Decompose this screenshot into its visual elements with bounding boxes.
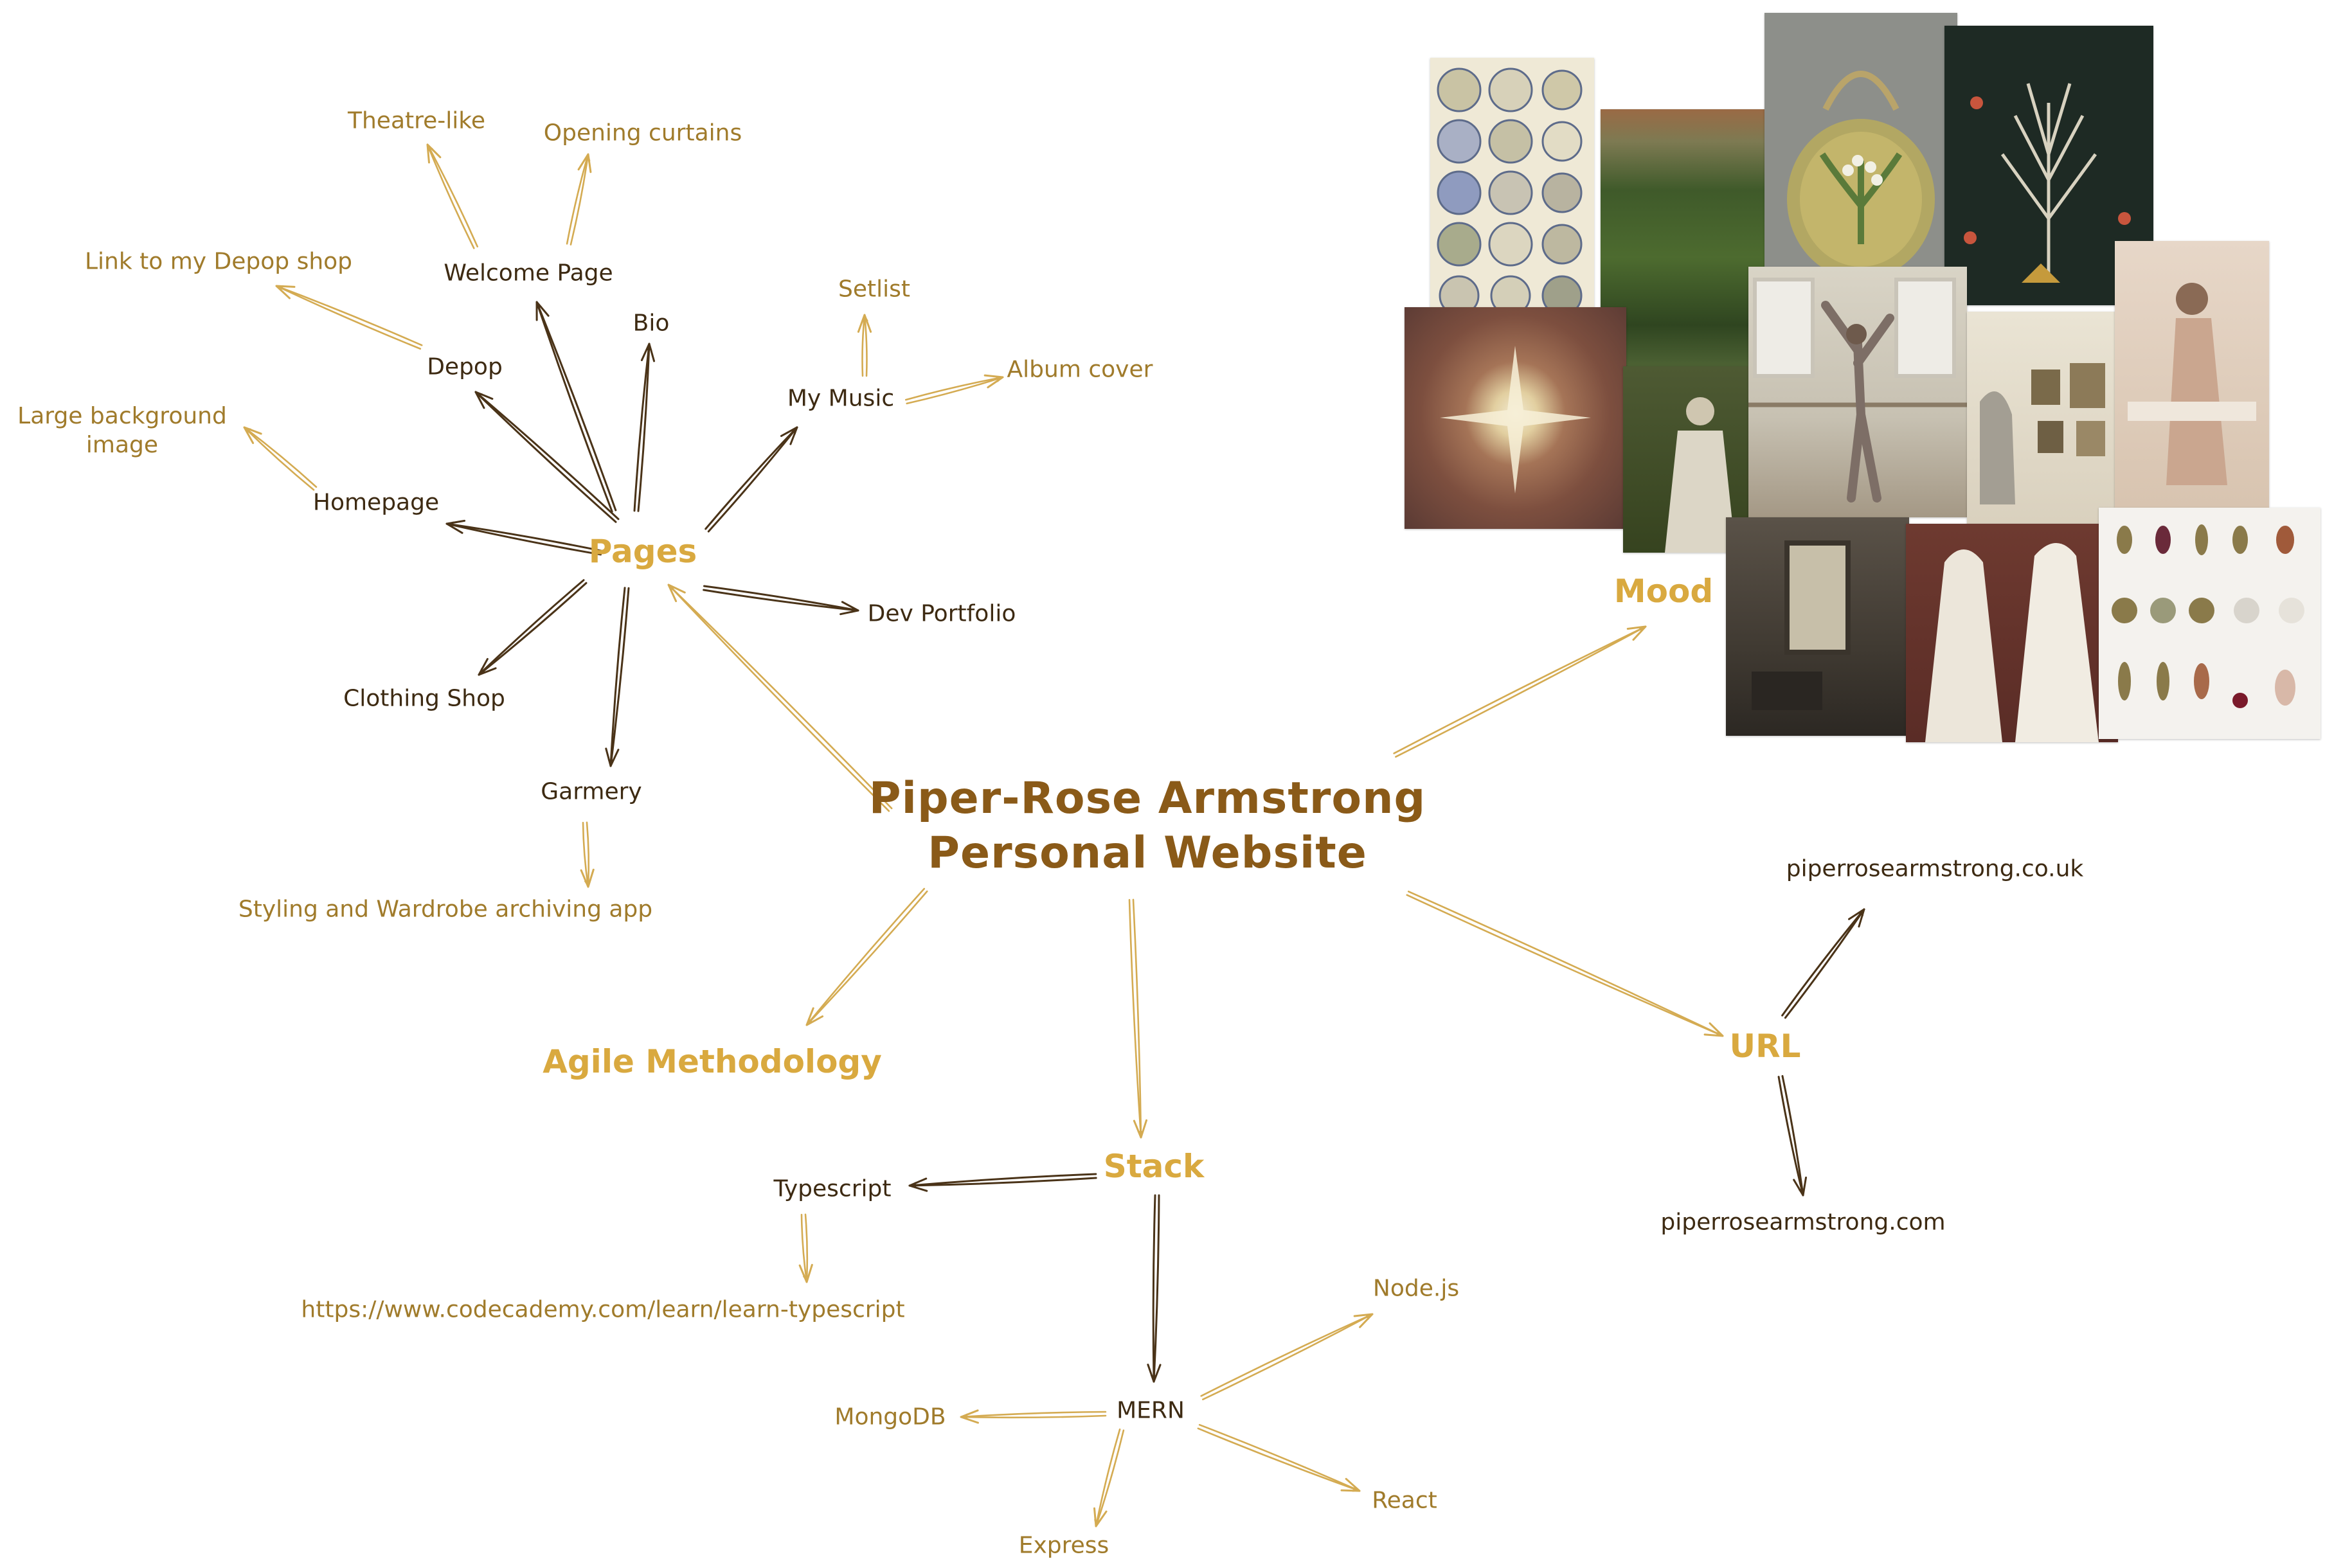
node-mongodb: MongoDB (834, 1403, 946, 1430)
edge-pages-to-music (705, 426, 798, 533)
title-line-2: Personal Website (928, 828, 1367, 878)
edge-welcome-to-curtains (566, 153, 592, 245)
node-album-cover: Album cover (1007, 356, 1153, 383)
node-setlist: Setlist (838, 276, 910, 303)
edge-pages-to-depop (474, 391, 620, 523)
edge-music-to-setlist (857, 314, 872, 377)
arrow-connectors (243, 143, 1865, 1528)
edge-depop-to-link (275, 285, 423, 350)
node-codecademy-link: https://www.codecademy.com/learn/learn-t… (301, 1296, 905, 1323)
edge-homepage-to-bg (243, 426, 318, 491)
node-my-music: My Music (787, 385, 895, 412)
edge-stack-to-typescript (908, 1173, 1097, 1192)
edge-mern-to-node (1200, 1313, 1374, 1400)
edge-mern-to-express (1093, 1428, 1125, 1528)
edge-pages-to-garmery (605, 587, 630, 767)
node-styling-app: Styling and Wardrobe archiving app (238, 896, 653, 923)
title-line-1: Piper-Rose Armstrong (868, 773, 1426, 824)
node-depop-link: Link to my Depop shop (84, 248, 353, 275)
edge-title-to-agile (805, 887, 928, 1026)
edge-pages-to-bio (633, 343, 656, 512)
edge-stack-to-mern (1147, 1194, 1162, 1383)
edge-url-to-com (1777, 1074, 1808, 1197)
node-bio: Bio (633, 310, 670, 337)
node-theatre-like: Theatre-like (348, 107, 485, 134)
edge-pages-to-dev (703, 585, 859, 616)
node-opening-curtains: Opening curtains (543, 120, 742, 147)
edge-mern-to-react (1197, 1423, 1361, 1492)
node-mood: Mood (1613, 572, 1714, 610)
node-express: Express (1018, 1532, 1109, 1559)
edge-mern-to-mongo (960, 1409, 1107, 1424)
edge-garmery-to-styling (580, 821, 595, 888)
node-pages: Pages (588, 532, 697, 570)
node-homepage: Homepage (312, 489, 440, 516)
edge-title-to-mood (1393, 625, 1647, 758)
edge-welcome-to-theatre (426, 143, 479, 249)
node-clothing-shop: Clothing Shop (343, 685, 505, 712)
edge-pages-to-clothing (478, 579, 588, 676)
node-mern: MERN (1117, 1397, 1185, 1424)
node-garmery: Garmery (541, 778, 642, 805)
node-nodejs: Node.js (1372, 1275, 1460, 1302)
edge-pages-to-homepage (445, 519, 603, 556)
edge-typescript-to-codecademy (798, 1213, 813, 1283)
node-depop: Depop (427, 353, 503, 380)
node-stack: Stack (1103, 1147, 1205, 1185)
edge-music-to-album (904, 374, 1004, 405)
edge-pages-to-welcome (535, 301, 617, 513)
edge-title-to-stack (1128, 898, 1148, 1139)
node-typescript: Typescript (773, 1175, 892, 1202)
node-url-co-uk: piperrosearmstrong.co.uk (1786, 855, 2084, 882)
node-url-com: piperrosearmstrong.com (1660, 1209, 1946, 1236)
node-url: URL (1729, 1027, 1801, 1065)
main-title-node: Piper-Rose Armstrong Personal Website (869, 771, 1426, 880)
node-welcome-page: Welcome Page (444, 260, 613, 287)
edge-title-to-url (1406, 890, 1724, 1037)
edge-title-to-pages (667, 584, 893, 812)
edge-url-to-uk (1781, 908, 1865, 1019)
node-react: React (1372, 1487, 1437, 1514)
node-agile-methodology: Agile Methodology (543, 1042, 882, 1080)
node-dev-portfolio: Dev Portfolio (867, 600, 1016, 627)
node-large-background-image: Large background image (17, 403, 227, 458)
